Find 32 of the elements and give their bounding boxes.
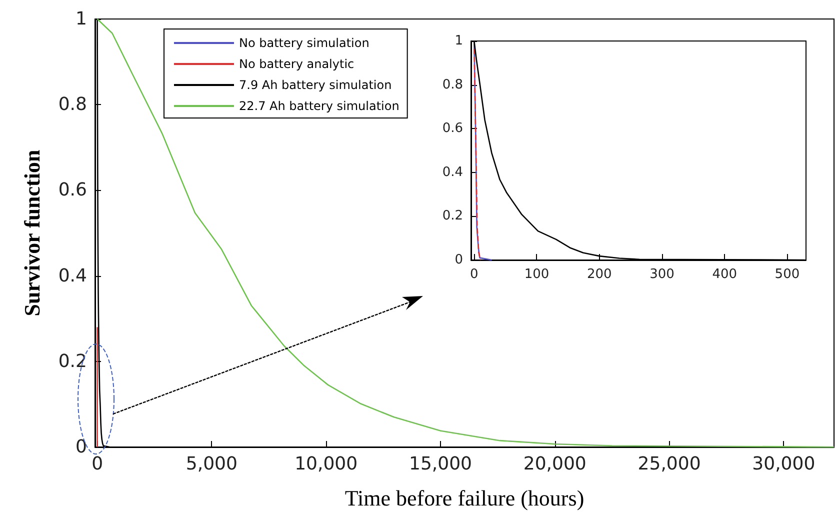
y-axis-title: Survivor function [20, 150, 44, 316]
x-tick-label: 10,000 [294, 454, 358, 474]
legend-label: No battery simulation [239, 36, 370, 50]
y-tick-label: 0.6 [442, 121, 463, 136]
y-tick-label: 0.6 [58, 180, 87, 201]
y-tick-label: 0.4 [442, 164, 463, 180]
x-tick-label: 0 [470, 267, 478, 282]
legend-label: 22.7 Ah battery simulation [239, 99, 400, 113]
x-tick-label: 100 [524, 267, 550, 282]
x-tick-label: 0 [92, 454, 104, 474]
y-tick-label: 0.2 [442, 208, 463, 224]
x-tick-label: 300 [650, 267, 674, 282]
legend-label: No battery analytic [239, 57, 354, 71]
y-tick-label: 0.8 [442, 77, 463, 92]
y-tick-label: 1 [76, 8, 87, 30]
x-tick-label: 500 [774, 267, 800, 282]
x-tick-label: 400 [712, 267, 738, 282]
y-tick-label: 1 [454, 34, 463, 48]
y-tick-label: 0.8 [58, 94, 87, 116]
line-series [96, 18, 835, 448]
y-tick-label: 0.4 [58, 265, 87, 286]
x-tick-label: 5,000 [186, 454, 238, 474]
x-tick-label: 25,000 [638, 454, 701, 474]
y-tick-label: 0.2 [58, 350, 87, 372]
y-tick-label: 0 [454, 252, 463, 268]
x-tick-label: 15,000 [408, 454, 472, 474]
x-tick-label: 20,000 [523, 454, 586, 474]
y-tick-label: 0 [76, 436, 87, 458]
x-tick-label: 200 [586, 267, 612, 282]
x-tick-label: 30,000 [752, 454, 816, 474]
legend-label: 7.9 Ah battery simulation [239, 78, 392, 92]
x-axis-title: Time before failure (hours) [344, 486, 584, 510]
